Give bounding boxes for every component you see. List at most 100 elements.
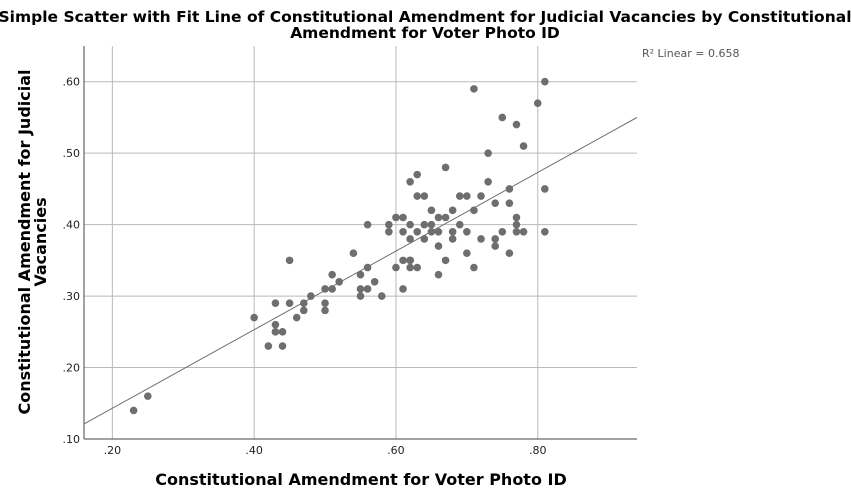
y-tick-labels: .10 .20 .30 .40 .50 .60 [63,76,81,446]
x-tick-labels: .20 .40 .60 .80 [104,444,547,457]
data-point [420,235,429,243]
x-tick-label: .80 [529,444,547,457]
data-point [292,313,301,322]
data-point [144,392,152,400]
data-point [512,213,521,222]
data-point [307,292,315,300]
data-point [505,199,514,207]
x-tick-label: .40 [245,444,263,457]
data-point [441,163,450,172]
data-point [250,313,258,322]
data-point [491,235,500,243]
data-point [533,99,542,107]
data-point [541,77,549,86]
data-point [271,320,280,329]
data-point [441,213,450,222]
data-point [434,213,443,222]
data-point [356,270,365,279]
data-point [541,185,549,193]
data-point [498,113,507,122]
data-points [129,77,549,415]
data-point [328,285,336,293]
data-point [420,220,429,229]
data-point [448,227,457,236]
chart-title-line-1: Simple Scatter with Fit Line of Constitu… [0,8,851,26]
r2-annotation: R² Linear = 0.658 [642,47,739,60]
y-tick-label: .10 [63,433,81,446]
y-gridlines [84,81,637,369]
data-point [427,206,436,215]
data-point [299,306,308,315]
data-point [385,227,393,236]
data-point [512,227,521,236]
x-tick-label: .20 [104,444,122,457]
data-point [271,299,280,308]
data-point [321,306,329,315]
data-point [321,285,329,293]
data-point [335,278,344,286]
data-point [129,406,138,415]
data-point [413,192,422,200]
y-tick-label: .60 [63,76,81,89]
y-axis-title: Constitutional Amendment for Judicial Va… [15,69,50,414]
data-point [271,328,280,336]
data-point [463,249,471,258]
data-point [413,263,422,272]
data-point [285,256,294,265]
data-point [448,206,457,215]
data-point [399,227,407,236]
data-point [477,192,485,200]
data-point [349,249,358,258]
data-point [363,263,372,272]
data-point [498,227,507,236]
y-tick-label: .30 [63,290,81,303]
data-point [399,256,407,265]
fit-line [83,117,638,425]
x-tick-label: .60 [387,444,405,457]
x-gridlines [111,46,539,439]
data-point [264,342,273,350]
data-point [491,199,500,207]
data-point [413,227,422,236]
data-point [356,292,365,300]
data-point [363,220,372,229]
data-point [406,263,414,272]
y-tick-label: .50 [63,147,81,160]
data-point [505,249,514,258]
y-axis-title-line-1: Constitutional Amendment for Judicial [15,69,34,414]
data-point [278,328,287,336]
data-point [392,213,400,222]
data-point [285,299,294,308]
data-point [363,285,372,293]
data-point [413,170,422,179]
data-point [399,213,407,222]
data-point [420,192,429,200]
data-point [406,235,414,243]
data-point [541,227,549,236]
y-tick-label: .40 [63,219,81,232]
data-point [385,220,393,229]
data-point [321,299,329,308]
y-tick-label: .20 [63,362,81,375]
data-point [470,263,478,272]
data-point [455,220,464,229]
chart-title-line-2: Amendment for Voter Photo ID [290,24,560,42]
data-point [278,342,287,350]
data-point [470,85,478,93]
data-point [519,142,528,150]
data-point [406,177,414,186]
data-point [512,220,521,229]
data-point [477,235,485,243]
data-point [512,120,521,129]
data-point [484,177,492,186]
data-point [434,242,443,250]
data-point [377,292,386,300]
data-point [427,227,436,236]
data-point [392,263,400,272]
data-point [463,192,471,200]
data-point [484,149,492,157]
y-axis-title-line-2: Vacancies [31,197,50,286]
data-point [299,299,308,308]
data-point [434,270,443,279]
